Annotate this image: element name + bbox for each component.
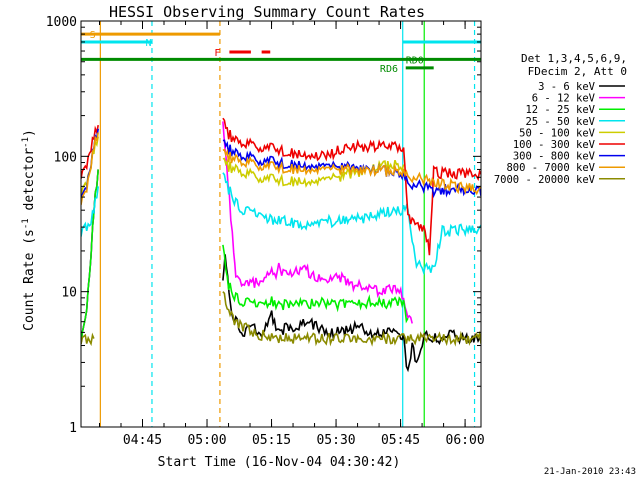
legend-entry: 100 - 300 keV — [513, 139, 596, 151]
x-tick-label: 04:45 — [123, 433, 162, 448]
legend-entry: 50 - 100 keV — [519, 127, 596, 139]
legend-entry: 7000 - 20000 keV — [494, 174, 596, 186]
series-line — [81, 291, 481, 347]
series-line — [81, 172, 481, 276]
y-axis-label-superscript: -1 — [21, 218, 31, 229]
x-tick-label: 05:45 — [381, 433, 420, 448]
plot-frame — [80, 20, 482, 428]
chart-title: HESSI Observing Summary Count Rates — [109, 3, 425, 21]
legend: Det 1,3,4,5,6,9,FDecim 2, Att 0 3 - 6 keV… — [494, 52, 627, 186]
x-axis-label: Start Time (16-Nov-04 04:30:42) — [158, 455, 401, 470]
legend-entry: 6 - 12 keV — [532, 93, 596, 105]
flag-bars: S N F RD0 RD6 — [81, 30, 481, 75]
axes: 1 10 100 1000 04:45 05:00 05:15 05:30 05:45 06:00 — [46, 15, 485, 448]
x-tick-label: 05:00 — [187, 433, 226, 448]
y-tick-label: 1000 — [46, 15, 77, 30]
vertical-markers — [99, 21, 476, 427]
series-line — [81, 132, 481, 206]
flag-label: N — [146, 38, 152, 49]
y-axis-label-superscript: -1 — [21, 137, 31, 148]
y-axis-label-part: Count Rate (s — [22, 229, 37, 331]
footer-date: 21-Jan-2010 23:43 — [544, 467, 636, 477]
y-axis-label: Count Rate (s-1 detector-1) — [21, 129, 37, 331]
legend-header: FDecim 2, Att 0 — [528, 65, 627, 78]
flag-label: F — [214, 48, 220, 59]
y-axis-label-part: detector — [22, 148, 37, 219]
flag-label: RD6 — [380, 64, 398, 75]
legend-header: Det 1,3,4,5,6,9, — [521, 52, 627, 65]
x-tick-label: 06:00 — [446, 433, 485, 448]
legend-entry: 3 - 6 keV — [538, 81, 596, 93]
flag-label: RD0 — [406, 55, 424, 66]
x-tick-label: 05:30 — [316, 433, 355, 448]
y-tick-label: 10 — [61, 286, 77, 301]
y-axis-label-part: ) — [22, 129, 37, 137]
y-tick-label: 1 — [69, 421, 77, 436]
legend-entry: 25 - 50 keV — [525, 116, 595, 128]
y-tick-label: 100 — [54, 150, 77, 165]
series-layer — [81, 117, 481, 373]
legend-entry: 800 - 7000 keV — [506, 162, 595, 174]
series-line — [81, 117, 481, 256]
legend-entry: 300 - 800 keV — [513, 151, 596, 163]
flag-label: S — [90, 30, 96, 41]
x-tick-label: 05:15 — [252, 433, 291, 448]
legend-entry: 12 - 25 keV — [525, 104, 595, 116]
series-line — [81, 169, 409, 345]
